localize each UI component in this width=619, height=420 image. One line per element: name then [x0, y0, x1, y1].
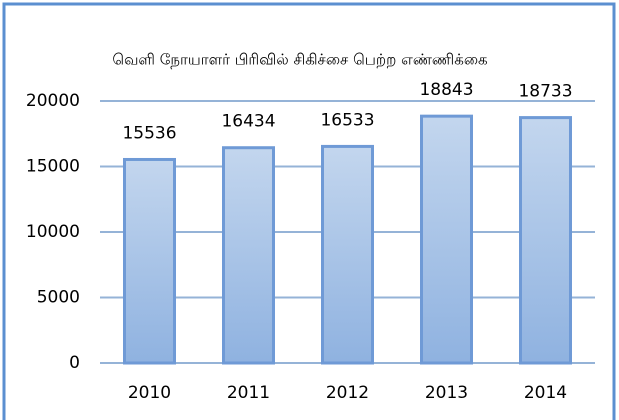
y-tick-label: 10000	[26, 222, 80, 242]
y-tick-label: 0	[69, 353, 80, 373]
data-label: 18843	[419, 80, 473, 100]
data-label: 16434	[221, 112, 275, 132]
bar	[519, 116, 572, 365]
bar	[123, 157, 176, 365]
data-label: 16533	[320, 110, 374, 130]
x-tick-label: 2012	[326, 383, 369, 403]
bar	[420, 114, 473, 365]
y-tick-label: 20000	[26, 91, 80, 111]
data-label: 15536	[122, 123, 176, 143]
x-tick-label: 2010	[128, 383, 171, 403]
x-tick-label: 2014	[524, 383, 567, 403]
y-tick-label: 15000	[26, 157, 80, 177]
bar	[321, 144, 374, 365]
y-tick-label: 5000	[37, 288, 80, 308]
chart-title: வெளி நோயாளர் பிரிவில் சிகிச்சை பெற்ற எண்…	[112, 51, 487, 69]
data-label: 18733	[518, 82, 572, 102]
bar	[222, 146, 275, 365]
x-tick-label: 2011	[227, 383, 270, 403]
x-tick-label: 2013	[425, 383, 468, 403]
